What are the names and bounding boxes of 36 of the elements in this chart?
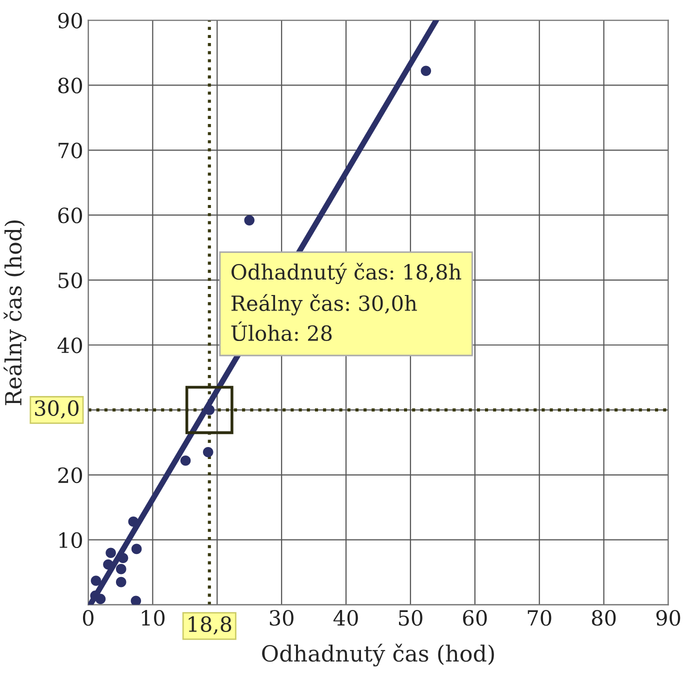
point: [131, 544, 142, 554]
y-tick-label: 60: [58, 208, 82, 224]
x-axis-title: Odhadnutý čas (hod): [262, 644, 494, 666]
point: [130, 596, 142, 605]
point: [116, 564, 126, 574]
point: [202, 447, 214, 458]
y-tick-label: 50: [58, 272, 82, 288]
point: [103, 559, 114, 570]
ref-line-label: 18,8: [188, 616, 232, 635]
point: [95, 594, 106, 604]
y-tick-label: 10: [59, 532, 82, 548]
y-tick-label: 40: [58, 337, 82, 354]
point: [244, 215, 255, 226]
point: [90, 576, 102, 586]
x-tick-label: 30: [270, 610, 294, 626]
y-tick-label: 20: [58, 467, 82, 484]
y-tick-label: 80: [58, 78, 82, 94]
point: [106, 548, 116, 558]
x-tick-label: 50: [398, 610, 422, 626]
x-tick-label: 70: [528, 610, 552, 626]
point: [420, 66, 432, 76]
y-tick-label: 90: [58, 12, 82, 28]
y-axis-title: Reálny čas (hod): [4, 220, 26, 406]
point: [128, 516, 138, 527]
y-tick-label: 70: [58, 142, 82, 158]
x-tick-label: 80: [592, 610, 616, 626]
x-tick-label: 60: [463, 610, 487, 626]
point: [116, 576, 126, 588]
x-tick-label: 40: [333, 610, 358, 626]
point: [180, 455, 191, 466]
ref-line-label: 30,0: [35, 400, 79, 419]
point: [118, 552, 128, 564]
x-tick-label: 10: [142, 610, 165, 626]
x-tick-label: 0: [82, 610, 94, 626]
annotation: Odhadnutý čas: 18,8h Reálny čas: 30,0h Úloha: 28: [231, 262, 462, 342]
x-tick-label: 90: [656, 610, 680, 626]
